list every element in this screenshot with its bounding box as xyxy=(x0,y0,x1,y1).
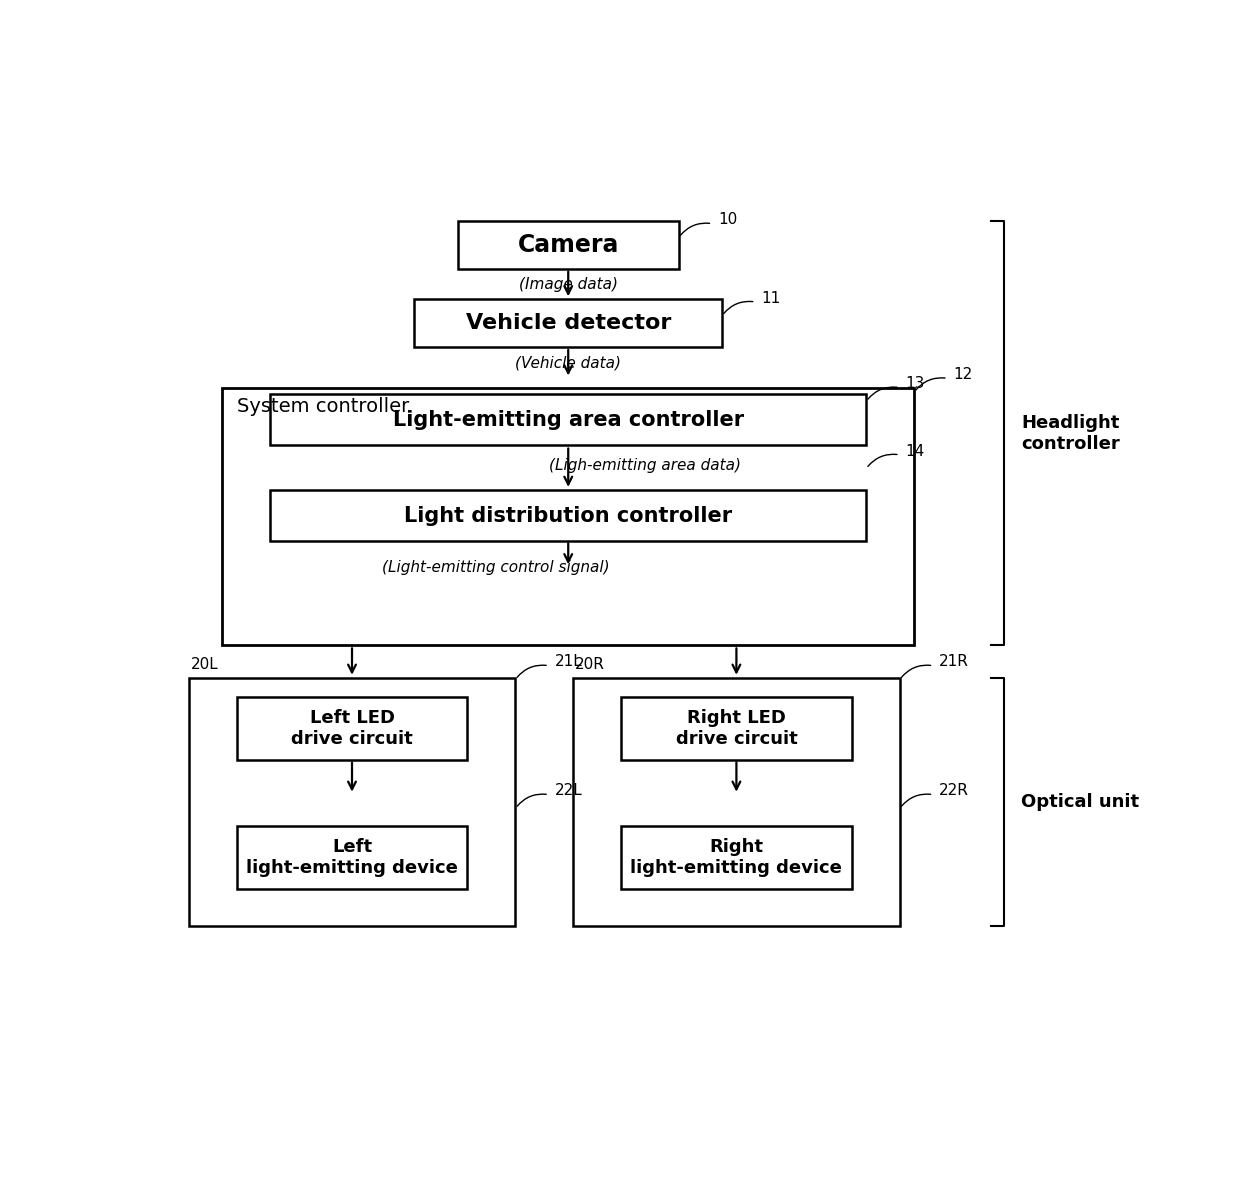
Text: Light distribution controller: Light distribution controller xyxy=(404,506,733,525)
FancyBboxPatch shape xyxy=(222,388,914,646)
Text: Left
light-emitting device: Left light-emitting device xyxy=(246,838,458,877)
Text: Vehicle detector: Vehicle detector xyxy=(465,313,671,334)
Text: (Ligh-emitting area data): (Ligh-emitting area data) xyxy=(549,458,742,474)
Text: (Vehicle data): (Vehicle data) xyxy=(516,355,621,371)
Text: 20L: 20L xyxy=(191,658,218,672)
Text: System controller: System controller xyxy=(237,397,409,416)
FancyBboxPatch shape xyxy=(573,678,900,926)
FancyBboxPatch shape xyxy=(237,697,467,759)
Text: 21L: 21L xyxy=(554,654,583,670)
Text: Right
light-emitting device: Right light-emitting device xyxy=(630,838,842,877)
Text: 12: 12 xyxy=(954,367,973,383)
FancyBboxPatch shape xyxy=(237,826,467,889)
Text: 22L: 22L xyxy=(554,783,583,799)
Text: Light-emitting area controller: Light-emitting area controller xyxy=(393,410,744,429)
Text: 11: 11 xyxy=(761,291,781,306)
FancyBboxPatch shape xyxy=(621,697,852,759)
Text: Camera: Camera xyxy=(517,233,619,257)
FancyBboxPatch shape xyxy=(188,678,516,926)
Text: 21R: 21R xyxy=(939,654,968,670)
Text: Left LED
drive circuit: Left LED drive circuit xyxy=(291,709,413,748)
Text: (Image data): (Image data) xyxy=(518,277,618,292)
FancyBboxPatch shape xyxy=(621,826,852,889)
Text: 22R: 22R xyxy=(939,783,968,799)
Text: 10: 10 xyxy=(718,213,738,227)
FancyBboxPatch shape xyxy=(270,395,866,445)
FancyBboxPatch shape xyxy=(414,299,722,347)
Text: (Light-emitting control signal): (Light-emitting control signal) xyxy=(382,560,610,574)
Text: Headlight
controller: Headlight controller xyxy=(1021,414,1120,452)
Text: Right LED
drive circuit: Right LED drive circuit xyxy=(676,709,797,748)
FancyBboxPatch shape xyxy=(458,221,678,269)
FancyBboxPatch shape xyxy=(270,490,866,541)
Text: 14: 14 xyxy=(905,444,925,458)
Text: 13: 13 xyxy=(905,377,925,391)
Text: 20R: 20R xyxy=(575,658,605,672)
Text: Optical unit: Optical unit xyxy=(1021,793,1140,811)
